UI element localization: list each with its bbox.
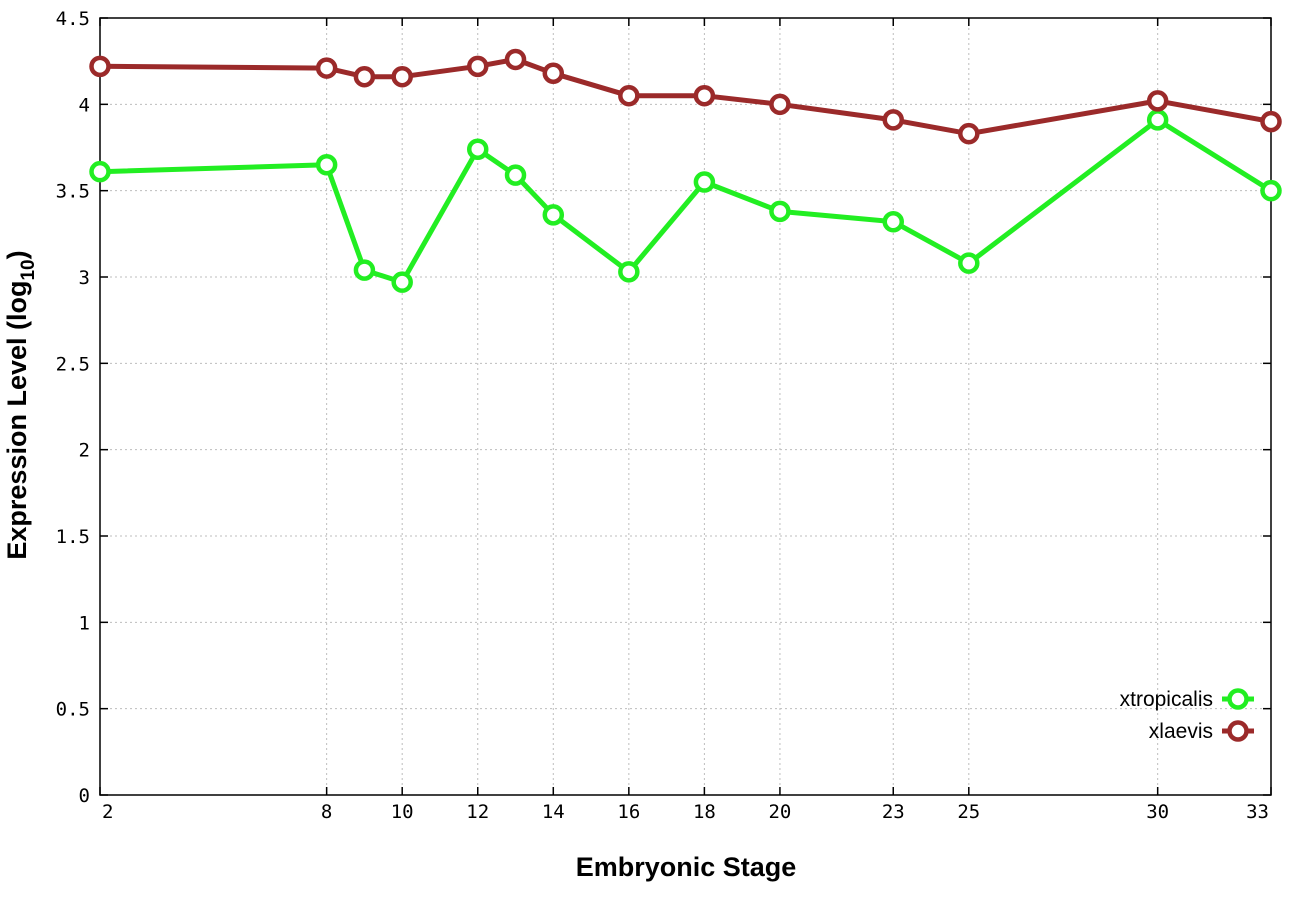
data-point-xlaevis xyxy=(618,84,640,107)
x-tick-label: 33 xyxy=(1246,801,1269,823)
x-tick-label: 12 xyxy=(466,801,489,823)
data-point-xlaevis xyxy=(882,109,905,131)
y-axis-title-main: Expression Level (log xyxy=(2,281,32,560)
y-tick-label: 2 xyxy=(79,440,90,462)
data-point-xtropicalis xyxy=(391,271,413,293)
plot-frame xyxy=(99,17,1272,796)
data-point-xlaevis xyxy=(466,55,489,78)
y-tick-label: 4 xyxy=(79,94,90,116)
x-axis-title: Embryonic Stage xyxy=(576,852,797,882)
y-tick-label: 3 xyxy=(79,267,90,289)
data-point-xlaevis xyxy=(1146,90,1169,112)
legend-swatch-marker xyxy=(1227,688,1249,710)
x-tick-label: 16 xyxy=(617,801,640,823)
y-axis-title-close: ) xyxy=(2,250,32,259)
data-point-xtropicalis xyxy=(769,200,791,223)
data-point-xlaevis xyxy=(769,93,791,116)
series-line-xtropicalis xyxy=(99,117,1273,285)
x-tick-label: 18 xyxy=(693,801,716,823)
data-point-xtropicalis xyxy=(618,261,640,283)
data-point-xtropicalis xyxy=(1146,109,1169,131)
x-tick-label: 20 xyxy=(768,801,791,823)
data-point-xlaevis xyxy=(391,65,413,88)
legend-item-xtropicalis: xtropicalis xyxy=(1120,688,1254,711)
data-point-xtropicalis xyxy=(693,171,716,193)
data-point-xtropicalis xyxy=(882,210,905,233)
y-tick-label: 2.5 xyxy=(56,353,90,375)
data-point-xlaevis xyxy=(542,62,565,85)
x-tick-label: 10 xyxy=(391,801,414,823)
legend-swatch-marker xyxy=(1227,720,1249,742)
y-tick-label: 3.5 xyxy=(56,181,90,203)
x-tick-label: 14 xyxy=(542,801,565,823)
data-point-xlaevis xyxy=(353,65,376,88)
data-point-xlaevis xyxy=(693,84,716,107)
data-point-xlaevis xyxy=(958,122,980,145)
series-layer xyxy=(89,48,1282,293)
legend-label: xtropicalis xyxy=(1120,688,1213,711)
grid-lines xyxy=(100,18,1271,795)
y-axis-ticks: 0 0.5 1 1.5 2 2.5 3 3.5 4 4.5 xyxy=(56,8,90,807)
y-tick-label: 4.5 xyxy=(56,8,90,30)
data-point-xtropicalis xyxy=(1260,179,1282,202)
x-axis-ticks: 2 8 10 12 14 16 18 20 23 25 30 33 xyxy=(102,801,1269,823)
data-point-xtropicalis xyxy=(958,252,980,274)
legend-label: xlaevis xyxy=(1149,720,1213,743)
data-point-xtropicalis xyxy=(466,138,489,160)
data-point-xlaevis xyxy=(504,48,527,71)
x-tick-label: 23 xyxy=(882,801,905,823)
y-tick-label: 0.5 xyxy=(56,699,90,721)
data-point-xtropicalis xyxy=(353,259,376,281)
y-tick-label: 1 xyxy=(79,612,90,634)
data-point-xtropicalis xyxy=(504,164,527,186)
x-tick-label: 30 xyxy=(1146,801,1169,823)
x-tick-label: 8 xyxy=(321,801,332,823)
tick-marks xyxy=(99,17,1272,796)
y-tick-label: 1.5 xyxy=(56,526,90,548)
data-point-xlaevis xyxy=(315,57,338,79)
y-axis-title: Expression Level (log10) xyxy=(2,250,39,559)
y-axis-title-subscript: 10 xyxy=(18,259,39,280)
data-point-xtropicalis xyxy=(315,154,338,176)
series-line-xlaevis xyxy=(99,56,1272,137)
data-point-xlaevis xyxy=(1260,110,1282,133)
series-xtropicalis xyxy=(89,109,1282,293)
data-point-xtropicalis xyxy=(89,160,111,183)
x-tick-label: 25 xyxy=(957,801,980,823)
data-point-xlaevis xyxy=(89,55,111,78)
data-point-xtropicalis xyxy=(542,204,565,226)
y-tick-label: 0 xyxy=(79,785,90,807)
legend: xtropicalis xlaevis xyxy=(1120,688,1254,743)
series-xlaevis xyxy=(89,48,1282,145)
legend-item-xlaevis: xlaevis xyxy=(1149,720,1254,743)
x-tick-label: 2 xyxy=(102,801,113,823)
